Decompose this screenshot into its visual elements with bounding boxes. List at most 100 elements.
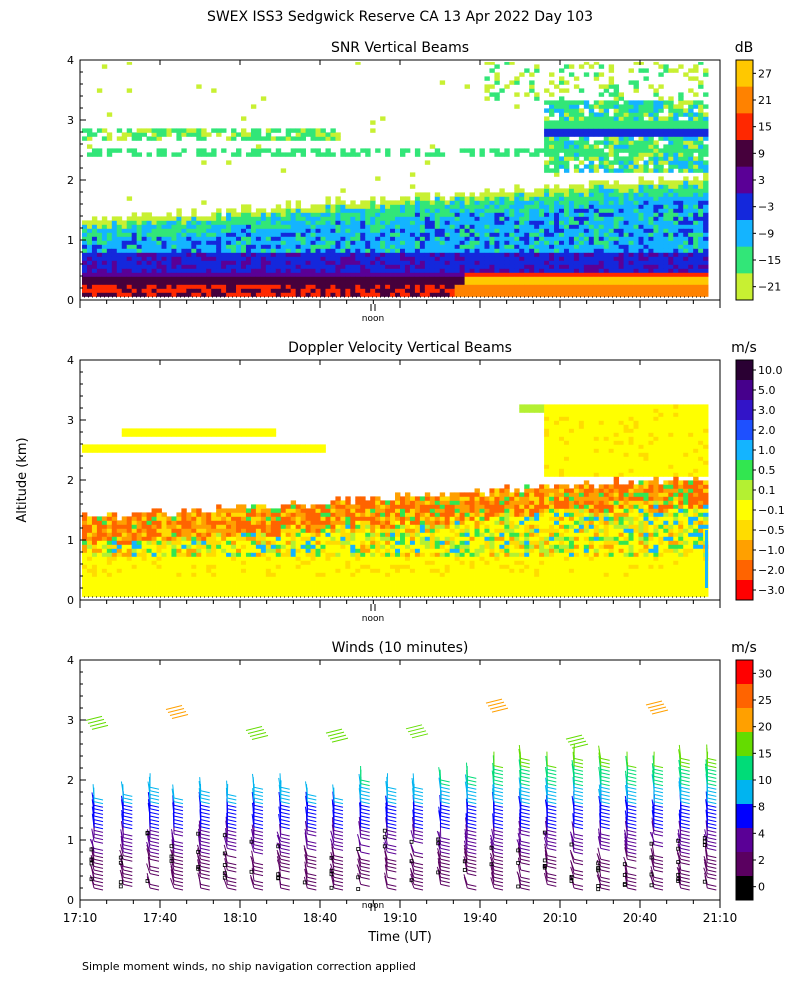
doppler-cell [106, 532, 113, 537]
snr-cell [325, 224, 331, 229]
snr-cell [638, 124, 644, 129]
snr-cell [161, 252, 167, 257]
snr-cell [295, 252, 302, 257]
snr-cell [86, 220, 93, 225]
snr-cell [653, 260, 659, 265]
snr-cell [390, 288, 396, 293]
snr-cell [693, 248, 699, 253]
snr-cell [673, 280, 679, 285]
snr-cell [419, 256, 426, 261]
snr-cell [429, 236, 436, 241]
snr-cell [608, 120, 615, 125]
doppler-cell [245, 552, 252, 557]
snr-cell [141, 272, 147, 277]
snr-cell [613, 280, 620, 285]
snr-cell [588, 204, 595, 209]
snr-cell [613, 152, 620, 157]
snr-cell [638, 184, 644, 189]
snr-cell [588, 224, 595, 229]
snr-cell [633, 140, 639, 145]
snr-cell [554, 104, 560, 109]
snr-cell [504, 252, 510, 257]
snr-cell [479, 224, 485, 229]
snr-cell [668, 264, 674, 269]
snr-cell [603, 220, 610, 225]
snr-cell [623, 224, 629, 229]
colorbar-swatch [736, 140, 753, 168]
snr-cell [588, 160, 595, 165]
snr-cell [608, 148, 615, 153]
snr-cell [623, 136, 629, 141]
snr-cell [116, 128, 123, 133]
snr-cell [698, 148, 704, 153]
doppler-cell [96, 584, 103, 589]
snr-cell [320, 252, 326, 257]
snr-cell [295, 276, 302, 281]
snr-cell [673, 284, 679, 289]
colorbar-label: 27 [758, 67, 772, 80]
snr-cell [206, 228, 212, 233]
doppler-cell [121, 432, 128, 437]
snr-cell [335, 196, 341, 201]
snr-cell [653, 124, 659, 129]
snr-cell [216, 132, 222, 137]
doppler-cell [250, 568, 257, 573]
snr-cell [474, 232, 480, 237]
snr-cell [608, 92, 615, 97]
snr-cell [549, 248, 555, 253]
snr-cell [305, 284, 311, 289]
snr-cell [469, 228, 475, 233]
snr-cell [688, 124, 694, 129]
snr-cell [226, 280, 232, 285]
snr-cell [370, 228, 376, 233]
snr-cell [106, 220, 113, 225]
snr-cell [216, 212, 222, 217]
snr-cell [559, 88, 565, 93]
snr-cell [315, 224, 321, 229]
snr-cell [703, 208, 709, 213]
snr-cell [554, 100, 560, 105]
snr-cell [673, 244, 679, 249]
snr-cell [116, 224, 123, 229]
snr-cell [554, 256, 560, 261]
snr-cell [519, 188, 525, 193]
snr-cell [116, 244, 123, 249]
doppler-cell [216, 576, 222, 581]
doppler-cell [111, 516, 118, 521]
snr-cell [459, 248, 465, 253]
snr-cell [698, 228, 704, 233]
snr-cell [514, 280, 520, 285]
doppler-cell [131, 584, 138, 589]
snr-cell [380, 220, 386, 225]
snr-cell [429, 208, 436, 213]
doppler-cell [255, 540, 262, 545]
snr-cell [186, 228, 192, 233]
snr-cell [638, 292, 644, 297]
snr-cell [335, 264, 341, 269]
snr-cell [419, 260, 426, 265]
snr-cell [86, 232, 93, 237]
snr-cell [350, 240, 356, 245]
snr-cell [509, 224, 515, 229]
doppler-cell [176, 432, 182, 437]
snr-cell [603, 100, 610, 105]
snr-cell [693, 276, 699, 281]
snr-cell [409, 268, 416, 273]
doppler-cell [216, 512, 222, 517]
snr-cell [265, 248, 272, 253]
doppler-cell [216, 568, 222, 573]
doppler-cell [236, 540, 242, 545]
snr-cell [454, 276, 461, 281]
snr-cell [663, 248, 669, 253]
doppler-cell [255, 560, 262, 565]
snr-cell [285, 280, 292, 285]
snr-cell [643, 240, 649, 245]
snr-cell [355, 62, 361, 65]
snr-cell [390, 268, 396, 273]
doppler-cell [221, 516, 227, 521]
snr-cell [196, 228, 202, 233]
snr-cell [499, 236, 505, 241]
snr-cell [131, 260, 138, 265]
snr-cell [623, 240, 629, 245]
